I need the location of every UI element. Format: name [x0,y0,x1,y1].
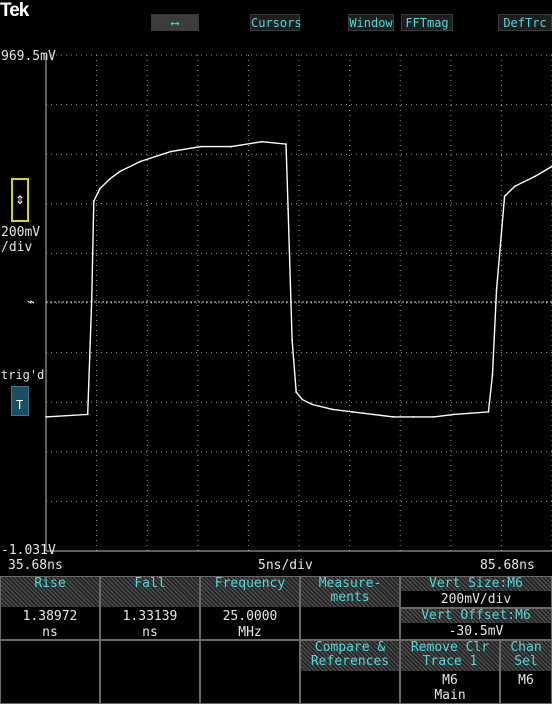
vertical-position-icon[interactable]: ⇕ [11,178,29,222]
trigger-marker-text: T [16,398,24,412]
waveform-display[interactable]: ⌁ [0,0,552,576]
empty-cell [200,640,300,704]
waveform-point [392,415,395,418]
vert-size-value: 200mV/div [440,592,512,607]
measurement-name: Fall [101,577,199,607]
vertical-scale-label: 200mV /div [1,225,40,255]
measurement-cell[interactable] [200,576,300,640]
measurement-unit: MHz [238,625,262,640]
remove-trace-window: Main [434,688,466,703]
x-left-label: 35.68ns [8,558,63,573]
waveform-point [503,195,506,198]
empty-cell [100,640,200,704]
waveform-point [432,415,435,418]
waveform-point [86,413,89,416]
waveform-point [301,398,304,401]
waveform-point [412,415,415,418]
waveform-point [491,373,494,376]
measurement-unit: ns [42,625,58,640]
waveform-point [331,408,334,411]
waveform-point [295,391,298,393]
cursors-button[interactable]: Cursors [250,14,302,31]
vertical-scale-value: 200mV [1,225,41,240]
waveform-point [109,177,111,180]
y-max-label: 969.5mV [1,49,56,64]
waveform-point [311,403,314,406]
waveform-point [534,175,536,178]
remove-trace-source: M6 [442,673,458,688]
y-min-label: -1.031V [1,543,56,558]
waveform-trace [45,140,552,418]
measurement-value: 1.33139 [122,609,178,624]
trigger-level-icon: ⌁ [27,295,35,310]
deftrc-button[interactable]: DefTrc [498,14,552,31]
waveform-point [92,200,95,203]
channel-select-value: M6 [518,673,534,688]
fftmag-button[interactable]: FFTmag [401,14,453,31]
remove-trace-label: Remove Clr Trace 1 [401,641,499,671]
waveform-point [90,299,93,302]
window-button[interactable]: Window [348,14,394,31]
vert-size-label: Vert Size:M6 [401,577,551,591]
waveform-point [98,187,101,190]
tek-logo: Tek [0,0,29,21]
measurement-cell[interactable] [0,576,100,640]
vertical-scale-unit: /div [1,240,33,255]
measurement-value: 1.38972 [22,609,78,624]
waveform-point [513,185,516,188]
waveform-point [351,411,354,413]
measurement-cell[interactable] [100,576,200,640]
vert-offset-label: Vert Offset:M6 [401,609,551,623]
waveform-point [45,415,47,418]
measurement-name: Frequency [201,577,299,607]
waveform-point [119,170,121,173]
trigger-position-icon[interactable]: T [11,386,29,416]
waveform-point [200,145,202,148]
measurement-value: 25.0000 [222,609,278,624]
horizontal-arrows-button[interactable]: ⟷ [151,14,199,31]
x-right-label: 85.68ns [480,558,535,573]
time-per-div-label: 5ns/div [258,558,313,573]
waveform-point [260,140,263,143]
measurements-label: Measure- ments [301,577,399,607]
trigger-status: trig'd [1,368,45,382]
waveform-point [372,413,374,416]
waveform-point [453,413,455,416]
channel-select-label: Chan Sel [501,641,551,671]
waveform-point [139,160,142,163]
waveform-point [487,411,490,413]
waveform-point [285,143,287,146]
measurement-unit: ns [142,625,158,640]
waveform-point [495,289,498,292]
measurement-panel: Rise 1.38972 ns Fall 1.33139 ns Frequency 25.00… [0,576,552,704]
measurement-name: Rise [1,577,99,607]
waveform-point [287,207,289,210]
vert-offset-value: -30.5mV [448,624,504,639]
measurements-button[interactable] [300,576,400,640]
empty-cell [0,640,100,704]
compare-references-label: Compare & References [301,641,399,671]
waveform-point [230,145,233,148]
waveform-point [169,150,172,153]
waveform-point [291,339,294,341]
